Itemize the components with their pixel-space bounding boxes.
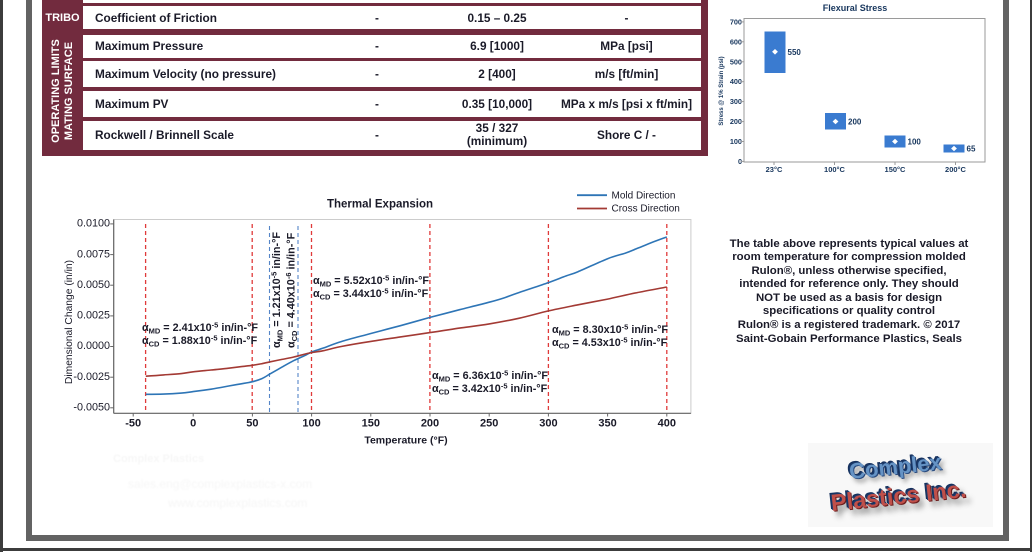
svg-text:αCD = 1.88x10-5 in/in-°F: αCD = 1.88x10-5 in/in-°F	[142, 334, 258, 349]
svg-text:0: 0	[738, 157, 742, 166]
svg-text:Flexural Stress: Flexural Stress	[823, 3, 888, 13]
svg-text:300: 300	[539, 418, 557, 430]
svg-text:αMD = 2.41x10-5 in/in-°F: αMD = 2.41x10-5 in/in-°F	[142, 321, 258, 336]
svg-text:0.0000: 0.0000	[77, 340, 110, 352]
svg-text:50: 50	[246, 418, 258, 430]
svg-text:αMD = 8.30x10-5 in/in-°F: αMD = 8.30x10-5 in/in-°F	[552, 323, 668, 338]
svg-text:αCD = 3.42x10-5 in/in-°F: αCD = 3.42x10-5 in/in-°F	[432, 382, 548, 397]
svg-text:Cross Direction: Cross Direction	[612, 204, 680, 215]
svg-text:0.0075: 0.0075	[77, 248, 110, 260]
svg-text:-0.0025: -0.0025	[73, 371, 110, 383]
svg-text:0.0100: 0.0100	[77, 218, 110, 230]
svg-text:200: 200	[848, 118, 862, 127]
svg-text:400: 400	[658, 418, 676, 430]
svg-text:200: 200	[730, 117, 742, 126]
svg-text:0.0025: 0.0025	[77, 310, 110, 322]
svg-text:550: 550	[788, 48, 802, 57]
svg-text:Thermal Expansion: Thermal Expansion	[327, 199, 433, 211]
svg-text:0: 0	[190, 418, 196, 430]
svg-text:600: 600	[730, 37, 742, 46]
svg-text:-0.0050: -0.0050	[73, 402, 110, 414]
svg-text:αCD = 4.53x10-5 in/in-°F: αCD = 4.53x10-5 in/in-°F	[552, 336, 668, 351]
svg-text:αMD = 5.52x10-5 in/in-°F: αMD = 5.52x10-5 in/in-°F	[313, 274, 429, 289]
svg-text:-50: -50	[125, 418, 141, 430]
svg-text:65: 65	[967, 145, 976, 154]
svg-text:200: 200	[421, 418, 439, 430]
svg-text:400: 400	[730, 77, 742, 86]
svg-text:500: 500	[730, 57, 742, 66]
svg-text:100: 100	[302, 418, 320, 430]
svg-text:23°C: 23°C	[766, 165, 783, 174]
svg-text:Temperature (°F): Temperature (°F)	[364, 435, 447, 447]
svg-text:αCD = 4.40x10-6 in/in-°F: αCD = 4.40x10-6 in/in-°F	[284, 232, 299, 348]
svg-text:700: 700	[730, 17, 742, 26]
svg-text:300: 300	[730, 97, 742, 106]
svg-text:350: 350	[598, 418, 616, 430]
svg-text:αMD = 6.36x10-5 in/in-°F: αMD = 6.36x10-5 in/in-°F	[432, 369, 548, 384]
svg-text:200°C: 200°C	[945, 165, 967, 174]
svg-text:100: 100	[730, 137, 742, 146]
svg-text:150: 150	[362, 418, 380, 430]
svg-text:100: 100	[908, 138, 922, 147]
svg-text:250: 250	[480, 418, 498, 430]
svg-text:100°C: 100°C	[824, 165, 846, 174]
svg-text:150°C: 150°C	[885, 165, 907, 174]
svg-text:Stress @ 1% Strain (psi): Stress @ 1% Strain (psi)	[719, 56, 725, 125]
svg-text:αCD = 3.44x10-5 in/in-°F: αCD = 3.44x10-5 in/in-°F	[313, 287, 429, 302]
svg-text:Mold Direction: Mold Direction	[612, 191, 676, 202]
svg-text:αMD = 1.21x10-5 in/in-°F: αMD = 1.21x10-5 in/in-°F	[270, 232, 285, 348]
svg-text:Dimensional Change (in/in): Dimensional Change (in/in)	[64, 260, 75, 384]
svg-text:0.0050: 0.0050	[77, 279, 110, 291]
